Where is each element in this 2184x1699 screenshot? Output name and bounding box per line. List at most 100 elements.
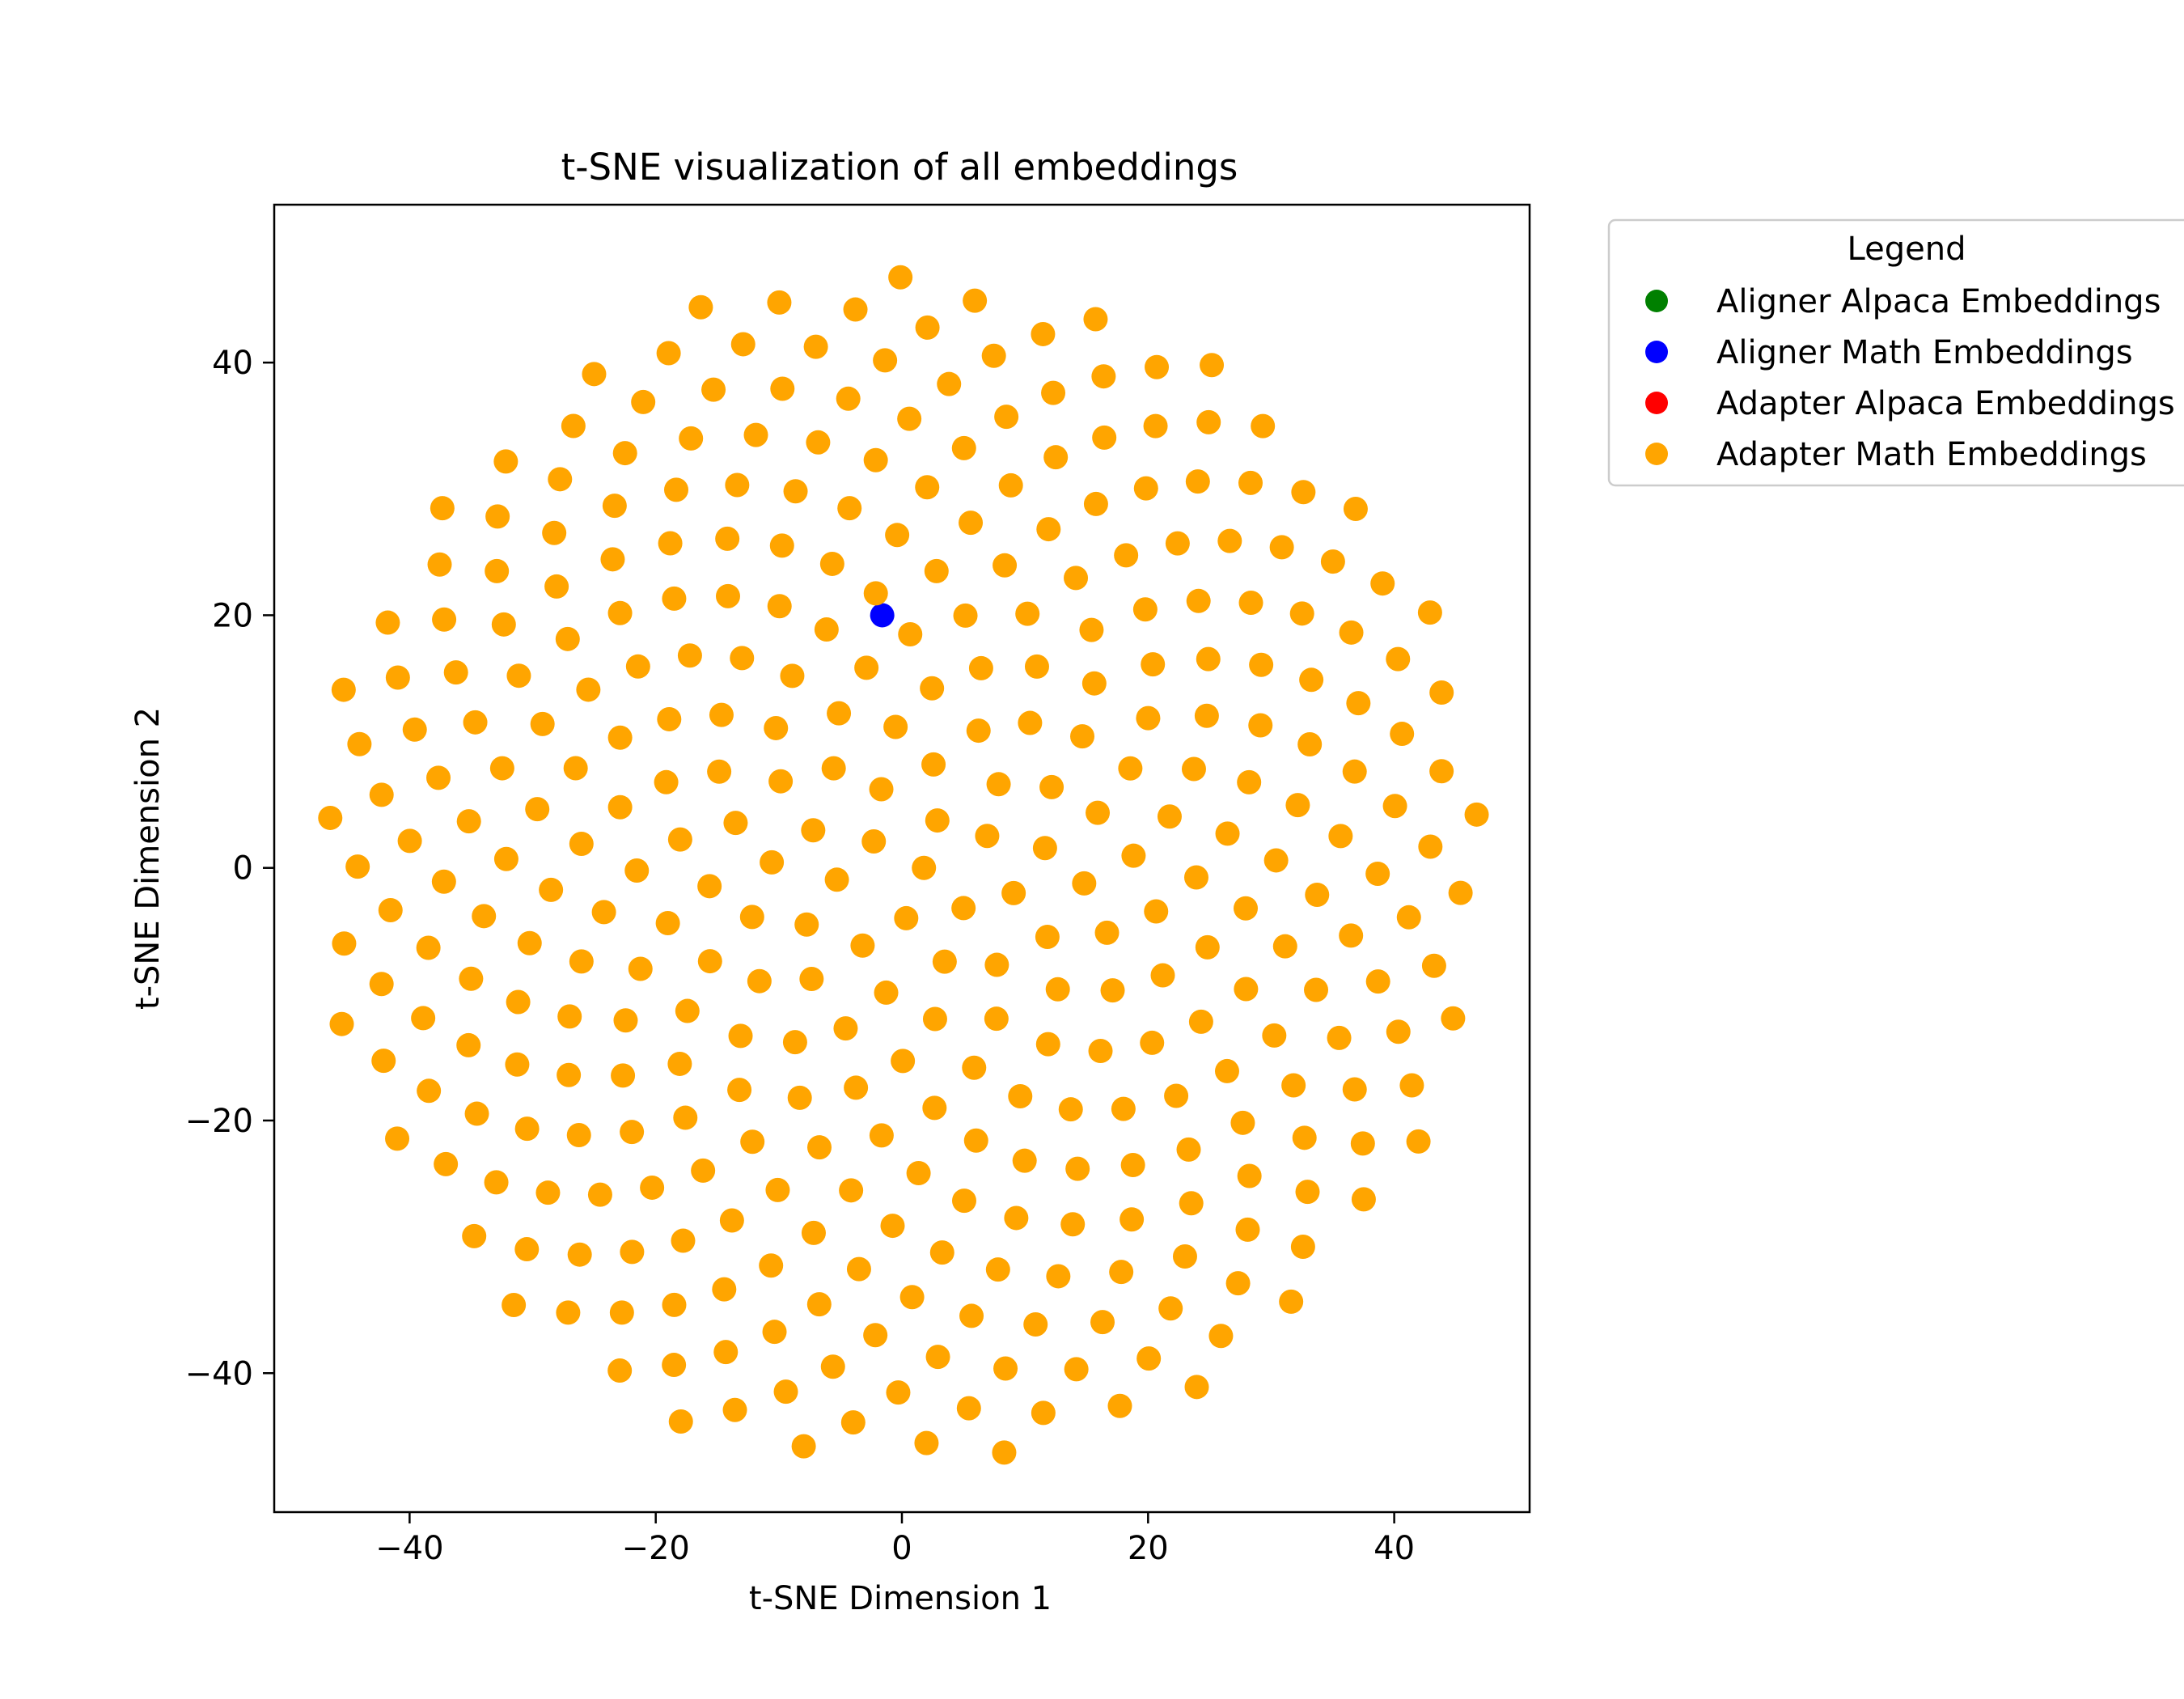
y-tick-label: 0	[233, 850, 253, 888]
adapter-math-embeddings-point	[722, 1397, 747, 1422]
adapter-math-embeddings-point	[725, 472, 750, 498]
adapter-math-embeddings-point	[1150, 963, 1175, 988]
adapter-math-embeddings-point	[846, 1256, 871, 1282]
adapter-math-embeddings-point	[1015, 601, 1040, 626]
adapter-math-embeddings-point	[1342, 759, 1367, 784]
adapter-math-embeddings-point	[898, 621, 923, 646]
adapter-math-embeddings-point	[1100, 978, 1125, 1003]
adapter-math-embeddings-point	[673, 1105, 698, 1130]
adapter-math-embeddings-point	[1263, 848, 1289, 873]
adapter-math-embeddings-point	[1351, 1187, 1376, 1212]
adapter-math-embeddings-point	[966, 718, 991, 744]
adapter-math-embeddings-point	[402, 717, 427, 742]
adapter-math-embeddings-point	[535, 1180, 561, 1205]
adapter-math-embeddings-point	[985, 1257, 1010, 1282]
adapter-math-embeddings-point	[854, 655, 879, 680]
adapter-math-embeddings-point	[544, 574, 569, 599]
adapter-math-embeddings-point	[677, 643, 702, 668]
adapter-math-embeddings-point	[1164, 1083, 1189, 1108]
adapter-math-embeddings-point	[1060, 1212, 1086, 1237]
adapter-math-embeddings-point	[556, 1300, 581, 1325]
adapter-math-embeddings-point	[959, 1303, 984, 1328]
adapter-math-embeddings-point	[347, 731, 372, 756]
adapter-math-embeddings-point	[1183, 865, 1208, 890]
adapter-math-embeddings-point	[430, 496, 455, 521]
adapter-math-embeddings-point	[1279, 1289, 1304, 1314]
adapter-math-embeddings-point	[1141, 652, 1166, 677]
adapter-math-embeddings-point	[840, 1410, 866, 1435]
adapter-math-embeddings-point	[924, 558, 949, 583]
adapter-math-embeddings-point	[915, 475, 940, 500]
adapter-math-embeddings-point	[1238, 590, 1263, 615]
adapter-math-embeddings-point	[728, 1023, 753, 1049]
adapter-math-embeddings-point	[485, 504, 510, 529]
adapter-math-embeddings-point	[819, 551, 844, 576]
adapter-math-embeddings-point	[1120, 1207, 1145, 1232]
adapter-math-embeddings-point	[1032, 836, 1057, 861]
adapter-math-embeddings-point	[833, 1016, 858, 1041]
adapter-math-embeddings-point	[993, 553, 1018, 578]
adapter-math-embeddings-point	[628, 956, 653, 981]
adapter-math-embeddings-point	[791, 1434, 816, 1459]
adapter-math-embeddings-point	[768, 769, 794, 794]
adapter-math-embeddings-point	[799, 967, 824, 992]
adapter-math-embeddings-point	[712, 1277, 737, 1302]
adapter-math-embeddings-point	[369, 782, 394, 807]
adapter-math-embeddings-point	[1251, 413, 1276, 439]
adapter-math-embeddings-point	[956, 1396, 981, 1421]
data-points	[318, 265, 1489, 1465]
adapter-math-embeddings-point	[697, 949, 722, 974]
adapter-math-embeddings-point	[922, 1006, 947, 1032]
adapter-math-embeddings-point	[1176, 1137, 1201, 1162]
adapter-math-embeddings-point	[1083, 491, 1108, 516]
adapter-math-embeddings-point	[929, 1240, 954, 1265]
legend-entries: Aligner Alpaca Embeddings Aligner Math Em…	[1645, 283, 2175, 473]
adapter-math-embeddings-point	[827, 701, 852, 726]
adapter-math-embeddings-point	[456, 1032, 481, 1057]
adapter-math-embeddings-point	[607, 600, 633, 625]
adapter-math-embeddings-point	[607, 1358, 633, 1383]
x-tick-label: 40	[1373, 1530, 1415, 1567]
adapter-math-embeddings-point	[612, 441, 637, 466]
legend-box	[1607, 218, 2184, 487]
adapter-math-embeddings-point	[1238, 470, 1263, 495]
adapter-math-embeddings-point	[1136, 705, 1161, 731]
adapter-math-embeddings-point	[861, 829, 887, 854]
adapter-math-embeddings-point	[975, 824, 1000, 849]
adapter-math-embeddings-point	[1269, 535, 1294, 560]
adapter-math-embeddings-point	[787, 1085, 812, 1110]
adapter-math-embeddings-point	[688, 294, 713, 320]
adapter-math-embeddings-point	[1214, 1058, 1239, 1083]
y-tick-label: −20	[185, 1103, 253, 1140]
adapter-math-embeddings-point	[557, 1062, 582, 1087]
adapter-math-embeddings-point	[794, 912, 819, 937]
adapter-math-embeddings-point	[1043, 445, 1069, 470]
adapter-math-embeddings-point	[906, 1160, 931, 1185]
adapter-math-embeddings-point	[1399, 1073, 1424, 1098]
adapter-math-embeddings-point	[1441, 1006, 1466, 1031]
adapter-math-embeddings-point	[459, 966, 484, 991]
adapter-math-embeddings-point	[894, 905, 919, 930]
x-tick-label: −20	[621, 1530, 689, 1567]
adapter-math-embeddings-point	[1464, 802, 1489, 827]
adapter-math-embeddings-point	[730, 332, 756, 357]
adapter-math-embeddings-point	[824, 867, 849, 892]
adapter-math-embeddings-point	[416, 935, 441, 960]
adapter-math-embeddings-point	[491, 612, 516, 637]
x-tick-label: 0	[891, 1530, 912, 1567]
chart-title: t-SNE visualization of all embeddings	[561, 146, 1238, 189]
adapter-math-embeddings-point	[1281, 1073, 1306, 1098]
adapter-math-embeddings-point	[713, 1340, 739, 1365]
adapter-math-embeddings-point	[1200, 353, 1225, 378]
adapter-math-embeddings-point	[1035, 1032, 1060, 1057]
legend-marker	[1645, 290, 1668, 312]
legend-title: Legend	[1848, 231, 1966, 268]
adapter-math-embeddings-point	[1031, 321, 1056, 346]
adapter-math-embeddings-point	[739, 905, 764, 930]
adapter-math-embeddings-point	[1396, 905, 1421, 930]
adapter-math-embeddings-point	[1237, 1163, 1262, 1188]
adapter-math-embeddings-point	[1064, 566, 1089, 591]
adapter-math-embeddings-point	[1429, 680, 1454, 705]
adapter-math-embeddings-point	[888, 265, 913, 290]
